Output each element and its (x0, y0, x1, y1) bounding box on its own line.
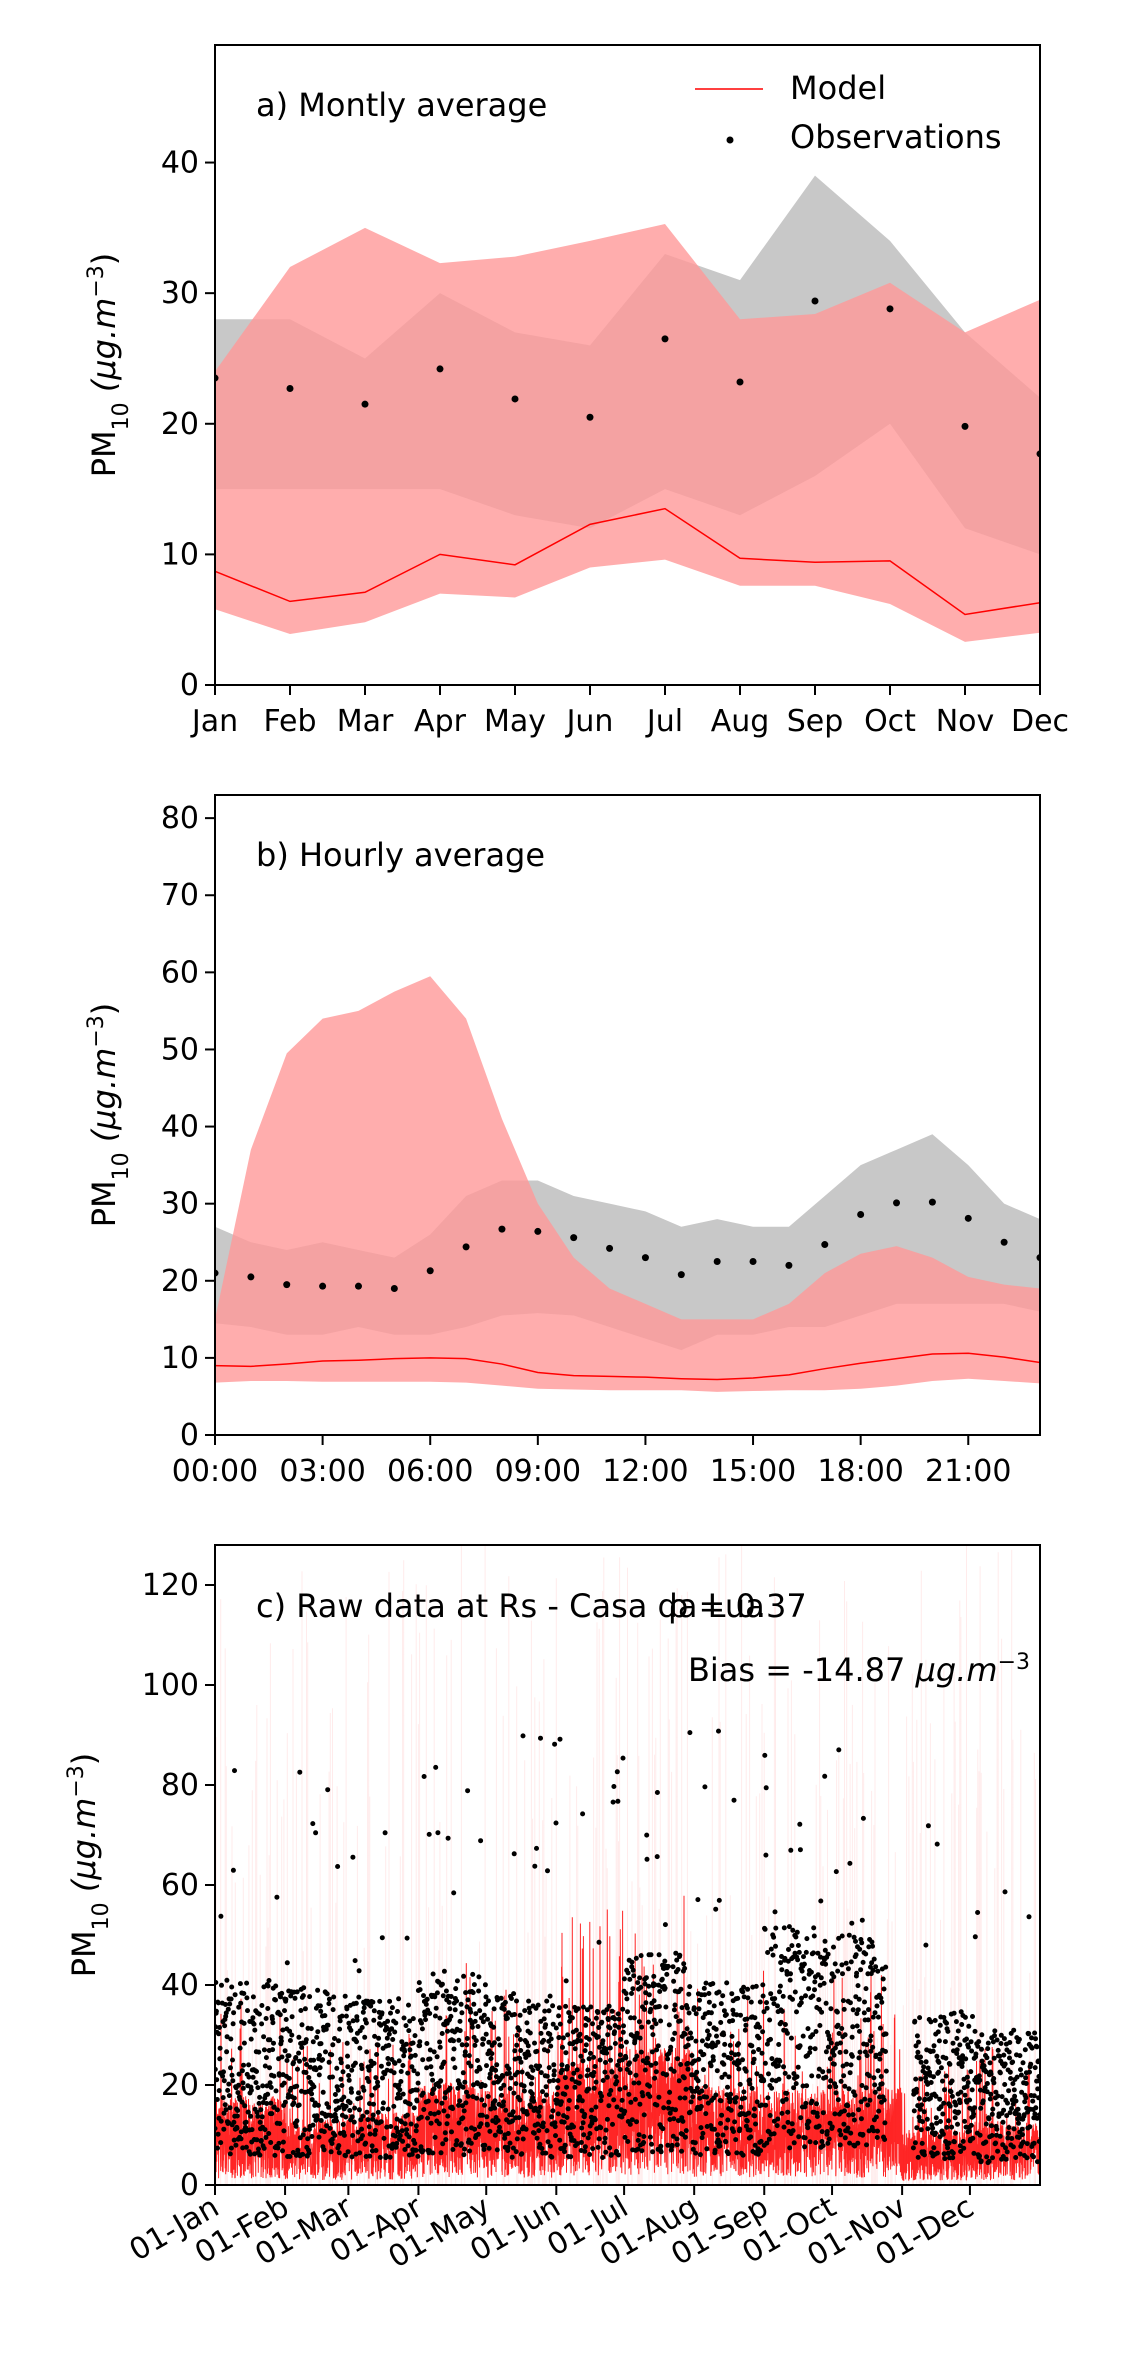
obs-point (886, 305, 894, 313)
obs-point (283, 1281, 291, 1289)
obs-point (964, 1214, 972, 1222)
x-tick-label: 06:00 (387, 1454, 473, 1489)
y-tick-label: 20 (161, 2068, 199, 2103)
panel-b-frame (214, 794, 1041, 1436)
obs-point (319, 1282, 327, 1290)
plot-area (215, 175, 1040, 642)
obs-point (534, 1227, 542, 1235)
obs-point (821, 1241, 829, 1249)
x-tick-label: Oct (864, 704, 916, 739)
obs-point (570, 1234, 578, 1242)
x-tick-label: Apr (414, 704, 467, 739)
y-tick-label: 120 (142, 1568, 199, 1603)
obs-point (286, 385, 294, 393)
panel-b-label: b) Hourly average (256, 836, 545, 874)
y-tick-label: 0 (180, 1418, 199, 1453)
y-tick-label: 60 (161, 955, 199, 990)
panel-a-frame (214, 44, 1041, 686)
panel-c-rho: ρ = 0.37 (668, 1587, 807, 1625)
obs-point (661, 335, 669, 343)
x-tick-label: May (484, 704, 546, 739)
obs-point (893, 1199, 901, 1207)
obs-point (641, 1254, 649, 1262)
obs-point (677, 1271, 685, 1279)
y-tick-label: 40 (161, 1110, 199, 1145)
x-tick-label: Aug (711, 704, 770, 739)
panel-c-ylabel: PM10 (μg.m−3) (64, 1753, 114, 1978)
panel-b-ylabel: PM10 (μg.m−3) (84, 1003, 134, 1228)
obs-point (749, 1258, 757, 1266)
x-tick-label: Sep (787, 704, 844, 739)
obs-point (586, 413, 594, 421)
obs-point (426, 1267, 434, 1275)
x-tick-label: Mar (337, 704, 394, 739)
y-tick-label: 20 (161, 1264, 199, 1299)
y-tick-label: 60 (161, 1868, 199, 1903)
x-tick-label: Jul (645, 704, 683, 739)
obs-point (498, 1225, 506, 1233)
y-tick-label: 20 (161, 407, 199, 442)
obs-point (736, 378, 744, 386)
panel-a-label: a) Montly average (256, 86, 547, 124)
panel-c-bias: Bias = -14.87 μg.m−3 (688, 1650, 1030, 1690)
y-tick-label: 80 (161, 1768, 199, 1803)
plot-area (215, 976, 1040, 1392)
x-tick-label: 21:00 (925, 1454, 1011, 1489)
model-line (215, 1352, 1040, 1381)
y-tick-label: 70 (161, 878, 199, 913)
x-tick-label: 12:00 (602, 1454, 688, 1489)
obs-point (606, 1244, 614, 1252)
y-tick-label: 10 (161, 537, 199, 572)
x-tick-label: Feb (263, 704, 316, 739)
obs-point (928, 1198, 936, 1206)
y-tick-label: 40 (161, 1968, 199, 2003)
legend-model-label: Model (790, 69, 886, 107)
obs-point (811, 297, 819, 305)
panel-b-hourly: 0 10 20 30 40 50 60 70 80 00:00 03:00 06:00 09:00 12:… (84, 794, 1041, 1489)
obs-point (361, 400, 369, 408)
y-tick-label: 0 (180, 2168, 199, 2203)
x-tick-label: 15:00 (710, 1454, 796, 1489)
legend-obs-marker (726, 136, 734, 144)
obs-point (785, 1261, 793, 1269)
obs-point (462, 1243, 470, 1251)
obs-point (857, 1210, 865, 1218)
obs-point (511, 395, 519, 403)
obs-point (354, 1282, 362, 1290)
obs-point (390, 1284, 398, 1292)
obs-point (247, 1273, 255, 1281)
legend-obs-label: Observations (790, 118, 1002, 156)
x-tick-label: Dec (1011, 704, 1069, 739)
model-range-band (215, 976, 1040, 1392)
x-tick-label: Jun (565, 704, 614, 739)
y-tick-label: 10 (161, 1341, 199, 1376)
y-tick-label: 0 (180, 668, 199, 703)
panel-c-raw: 02040608010012001-Jan01-Feb01-Mar01-Apr0… (64, 1544, 1041, 2275)
legend: Model Observations (695, 69, 1002, 156)
x-tick-label: 03:00 (279, 1454, 365, 1489)
x-tick-label: Nov (936, 704, 995, 739)
x-tick-label: 18:00 (817, 1454, 903, 1489)
plot-area (215, 1545, 1040, 2185)
panel-a-ylabel: PM10 (μg.m−3) (84, 253, 134, 478)
y-tick-label: 100 (142, 1668, 199, 1703)
panel-c-frame (214, 1544, 1041, 2186)
panel-c-label: c) Raw data at Rs - Casa da Lua (256, 1587, 765, 1625)
y-tick-label: 30 (161, 276, 199, 311)
x-tick-label: 09:00 (495, 1454, 581, 1489)
obs-point (961, 422, 969, 430)
y-tick-label: 80 (161, 801, 199, 836)
panel-a-monthly: 0 10 20 30 40 Jan Feb Mar Apr May Jun Jul Aug Sep Oct N… (84, 44, 1069, 739)
model-line (215, 507, 1040, 616)
obs-point (436, 365, 444, 373)
y-tick-label: 30 (161, 1187, 199, 1222)
obs-point (1000, 1238, 1008, 1246)
y-tick-label: 50 (161, 1032, 199, 1067)
x-tick-label: Jan (190, 704, 238, 739)
x-tick-label: 00:00 (172, 1454, 258, 1489)
obs-point (713, 1258, 721, 1266)
y-tick-label: 40 (161, 146, 199, 181)
model-range-band (215, 223, 1040, 642)
